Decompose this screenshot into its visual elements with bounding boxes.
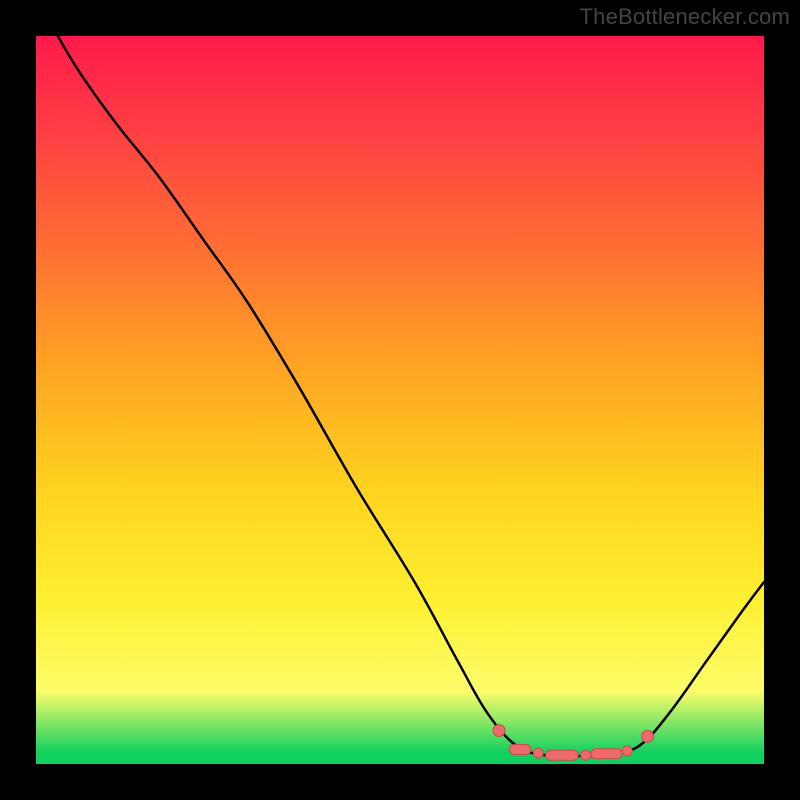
chart-svg [0, 0, 800, 800]
watermark-text: TheBottlenecker.com [580, 4, 790, 30]
chart-container [0, 0, 800, 800]
